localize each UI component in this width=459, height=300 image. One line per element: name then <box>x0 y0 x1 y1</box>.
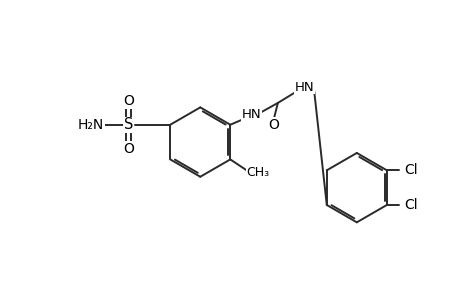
Text: O: O <box>268 118 279 132</box>
Text: CH₃: CH₃ <box>246 166 269 179</box>
Text: H₂N: H₂N <box>78 118 104 132</box>
Text: S: S <box>123 117 133 132</box>
Text: HN: HN <box>294 81 314 94</box>
Text: Cl: Cl <box>403 163 416 177</box>
Text: HN: HN <box>241 108 260 121</box>
Text: O: O <box>123 94 134 108</box>
Text: Cl: Cl <box>403 198 416 212</box>
Text: O: O <box>123 142 134 155</box>
